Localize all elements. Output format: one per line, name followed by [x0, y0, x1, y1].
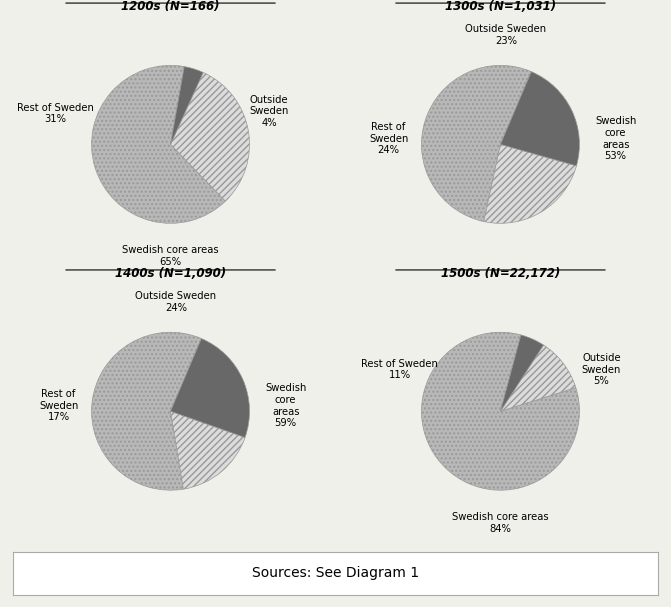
Wedge shape: [501, 345, 576, 411]
Wedge shape: [421, 66, 531, 222]
Title: 1500s (N=22,172): 1500s (N=22,172): [441, 266, 560, 280]
Text: Outside
Sweden
5%: Outside Sweden 5%: [582, 353, 621, 386]
Text: Swedish
core
areas
59%: Swedish core areas 59%: [265, 384, 307, 428]
Title: 1300s (N=1,031): 1300s (N=1,031): [445, 0, 556, 13]
Wedge shape: [170, 339, 250, 438]
Text: Outside Sweden
24%: Outside Sweden 24%: [136, 291, 217, 313]
Text: Rest of
Sweden
24%: Rest of Sweden 24%: [369, 122, 408, 155]
Title: 1400s (N=1,090): 1400s (N=1,090): [115, 266, 226, 280]
Text: Rest of
Sweden
17%: Rest of Sweden 17%: [39, 389, 79, 422]
Wedge shape: [91, 332, 201, 490]
Wedge shape: [421, 332, 580, 490]
Wedge shape: [91, 66, 225, 223]
Text: Rest of Sweden
11%: Rest of Sweden 11%: [361, 359, 438, 381]
Text: Sources: See Diagram 1: Sources: See Diagram 1: [252, 566, 419, 580]
Wedge shape: [170, 411, 245, 489]
Wedge shape: [501, 335, 544, 411]
Wedge shape: [170, 67, 203, 144]
Text: Swedish core areas
65%: Swedish core areas 65%: [122, 245, 219, 267]
Text: Rest of Sweden
31%: Rest of Sweden 31%: [17, 103, 94, 124]
Text: Outside
Sweden
4%: Outside Sweden 4%: [250, 95, 289, 128]
Wedge shape: [170, 72, 250, 201]
Text: Swedish
core
areas
53%: Swedish core areas 53%: [595, 117, 636, 161]
Text: Outside Sweden
23%: Outside Sweden 23%: [466, 24, 546, 46]
Title: 1200s (N=166): 1200s (N=166): [121, 0, 220, 13]
Text: Swedish core areas
84%: Swedish core areas 84%: [452, 512, 549, 534]
Wedge shape: [501, 72, 580, 166]
Wedge shape: [484, 144, 576, 223]
